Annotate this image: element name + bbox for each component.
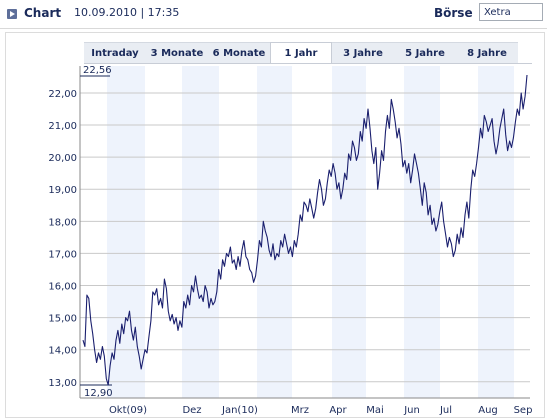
y-tick-label: 13,00 bbox=[48, 378, 77, 389]
y-tick-label: 18,00 bbox=[48, 217, 77, 228]
y-tick-label: 15,00 bbox=[48, 314, 77, 325]
x-tick-label: Mai bbox=[366, 405, 384, 416]
y-tick-label: 20,00 bbox=[48, 153, 77, 164]
y-tick-label: 21,00 bbox=[48, 121, 77, 132]
y-tick-label: 19,00 bbox=[48, 185, 77, 196]
month-band bbox=[332, 66, 366, 398]
x-tick-label: Apr bbox=[329, 405, 347, 416]
month-band bbox=[182, 66, 219, 398]
tab-intraday[interactable]: Intraday bbox=[84, 42, 146, 64]
y-tick-label: 14,00 bbox=[48, 346, 77, 357]
tab-3-jahre[interactable]: 3 Jahre bbox=[332, 42, 394, 64]
x-tick-label: Aug bbox=[478, 405, 498, 416]
exchange-select[interactable]: Xetra bbox=[479, 3, 543, 21]
min-value-label: 12,90 bbox=[84, 388, 113, 399]
timestamp: 10.09.2010 | 17:35 bbox=[74, 6, 180, 19]
tab-8-jahre[interactable]: 8 Jahre bbox=[456, 42, 518, 64]
y-tick-label: 17,00 bbox=[48, 249, 77, 260]
price-line bbox=[82, 74, 528, 386]
x-tick-label: Sep bbox=[514, 405, 533, 416]
y-tick-label: 16,00 bbox=[48, 282, 77, 293]
chart-header: Chart 10.09.2010 | 17:35 Börse Xetra bbox=[0, 0, 547, 29]
tab-1-jahr[interactable]: 1 Jahr bbox=[270, 42, 332, 64]
arrow-right-icon[interactable] bbox=[7, 9, 17, 19]
y-tick-label: 22,00 bbox=[48, 89, 77, 100]
tab-5-jahre[interactable]: 5 Jahre bbox=[394, 42, 456, 64]
x-tick-label: Jul bbox=[439, 405, 452, 416]
tabs-divider bbox=[84, 63, 532, 64]
period-tabs: Intraday 3 Monate 6 Monate 1 Jahr 3 Jahre 5 J… bbox=[84, 42, 532, 64]
x-tick-label: Mrz bbox=[291, 405, 309, 416]
widget-title: Chart bbox=[24, 6, 62, 20]
tab-6-monate[interactable]: 6 Monate bbox=[208, 42, 270, 64]
tab-3-monate[interactable]: 3 Monate bbox=[146, 42, 208, 64]
month-band bbox=[478, 66, 514, 398]
x-tick-label: Jun bbox=[403, 405, 420, 416]
exchange-label: Börse bbox=[434, 6, 473, 20]
x-tick-label: Jan(10) bbox=[221, 405, 258, 416]
x-tick-label: Okt(09) bbox=[109, 405, 147, 416]
month-band bbox=[107, 66, 145, 398]
month-band bbox=[404, 66, 440, 398]
x-tick-label: Dez bbox=[182, 405, 201, 416]
max-value-label: 22,56 bbox=[83, 65, 112, 76]
